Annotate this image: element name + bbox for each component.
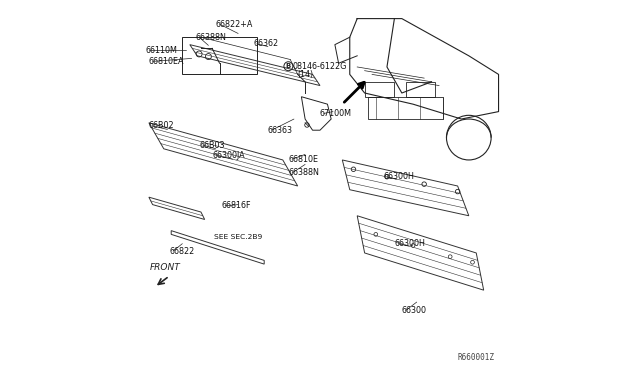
Text: 66B03: 66B03 bbox=[199, 141, 225, 150]
Text: B: B bbox=[285, 63, 291, 69]
Text: 66362: 66362 bbox=[253, 39, 278, 48]
Text: 66822+A: 66822+A bbox=[216, 20, 253, 29]
Text: 66300H: 66300H bbox=[383, 172, 414, 181]
Text: 66816F: 66816F bbox=[221, 201, 251, 210]
Text: 66822: 66822 bbox=[170, 247, 195, 256]
Bar bbox=[406, 82, 435, 97]
Bar bbox=[182, 37, 257, 74]
Text: 66810EA: 66810EA bbox=[149, 57, 184, 66]
Text: (14): (14) bbox=[298, 70, 314, 79]
Text: 66388N: 66388N bbox=[195, 33, 227, 42]
Text: SEE SEC.2B9: SEE SEC.2B9 bbox=[214, 234, 262, 240]
Text: 66300: 66300 bbox=[402, 306, 427, 315]
Bar bbox=[365, 82, 394, 97]
Text: 66300JA: 66300JA bbox=[212, 151, 244, 160]
Bar bbox=[369, 97, 443, 119]
Text: 66810E: 66810E bbox=[289, 155, 318, 164]
Text: 67100M: 67100M bbox=[320, 109, 352, 118]
Text: 08146-6122G: 08146-6122G bbox=[292, 62, 346, 71]
Text: 66300H: 66300H bbox=[394, 239, 425, 248]
Text: FRONT: FRONT bbox=[150, 263, 181, 272]
Text: 66B02: 66B02 bbox=[148, 121, 174, 130]
Text: R660001Z: R660001Z bbox=[458, 353, 495, 362]
Text: 66363: 66363 bbox=[268, 126, 293, 135]
Text: 66110M: 66110M bbox=[145, 46, 177, 55]
Text: 66388N: 66388N bbox=[289, 169, 319, 177]
